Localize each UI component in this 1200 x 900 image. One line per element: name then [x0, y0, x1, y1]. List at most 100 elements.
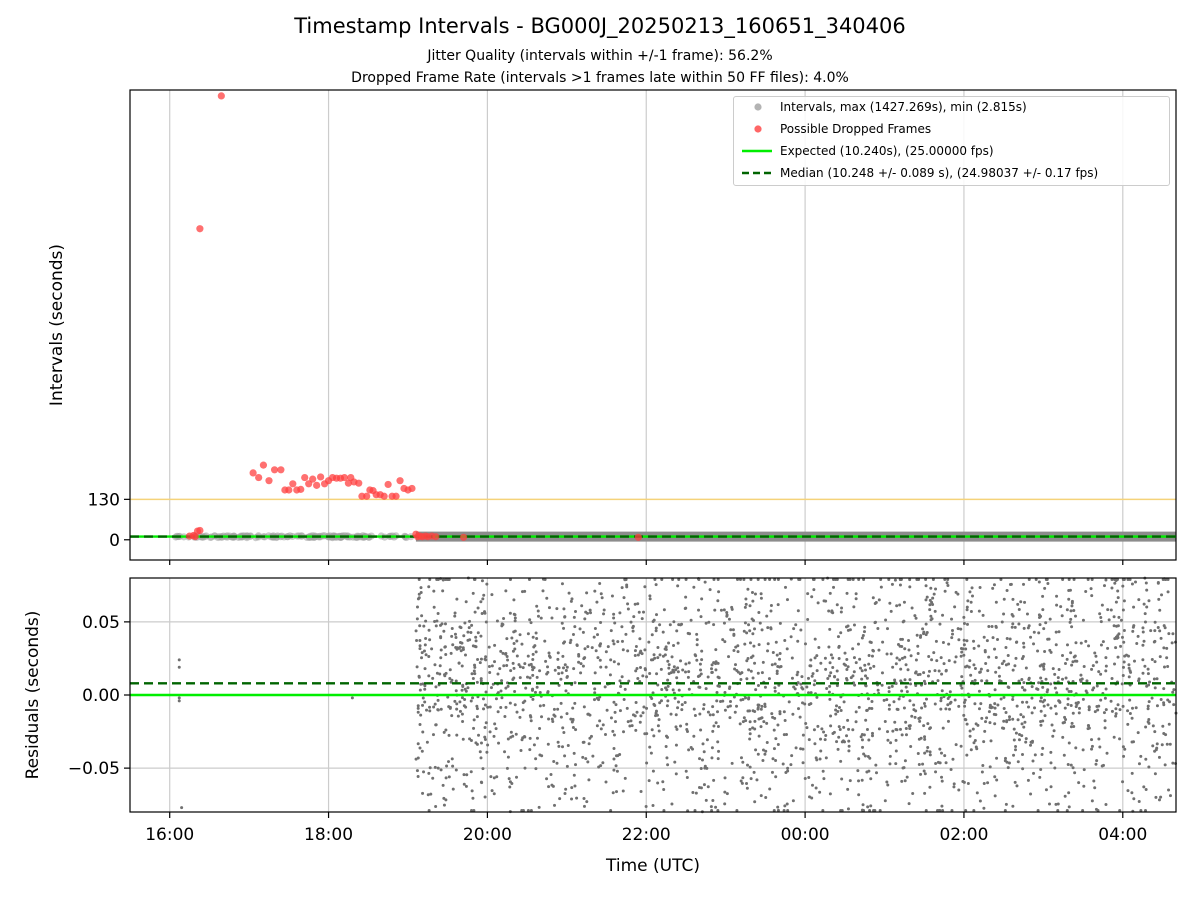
residual-point	[1159, 636, 1163, 640]
residual-point	[633, 602, 637, 606]
residual-point	[773, 577, 777, 581]
residual-point	[526, 675, 530, 679]
residual-point	[783, 639, 787, 643]
residual-point	[604, 665, 608, 669]
residual-point	[1116, 655, 1120, 659]
residual-point	[979, 702, 983, 706]
residual-point	[820, 727, 824, 731]
residual-point	[1024, 737, 1028, 741]
residual-point	[698, 662, 702, 666]
residual-point	[786, 809, 790, 813]
residual-point	[439, 656, 443, 660]
residual-point	[769, 627, 773, 631]
residual-point	[748, 727, 752, 731]
residual-point	[970, 594, 974, 598]
residual-point	[776, 665, 780, 669]
residual-point	[560, 582, 564, 586]
residual-point	[934, 639, 938, 643]
residual-point	[814, 786, 818, 790]
residual-point	[1013, 780, 1017, 784]
residual-point	[518, 715, 522, 719]
residual-point	[1066, 702, 1070, 706]
residual-point	[626, 602, 630, 606]
residual-point	[1067, 690, 1071, 694]
residual-point	[643, 668, 647, 672]
residual-point	[1061, 735, 1065, 739]
residual-point	[919, 634, 923, 638]
residual-point	[417, 592, 421, 596]
residual-point	[556, 651, 560, 655]
residual-point	[492, 792, 496, 796]
residual-point	[994, 713, 998, 717]
residual-point	[448, 677, 452, 681]
residual-point	[840, 777, 844, 781]
residual-point	[1067, 791, 1071, 795]
residual-point	[1166, 577, 1170, 581]
residual-point	[966, 599, 970, 603]
residual-point	[422, 624, 426, 628]
residual-point	[495, 775, 499, 779]
residual-point	[665, 704, 669, 708]
residual-point	[1053, 704, 1057, 708]
residual-point	[837, 644, 841, 648]
residual-point	[746, 657, 750, 661]
residual-point	[416, 710, 420, 714]
residual-point	[421, 696, 425, 700]
residual-point	[1005, 637, 1009, 641]
residual-point	[868, 666, 872, 670]
residual-point	[669, 671, 673, 675]
residual-point	[830, 609, 834, 613]
residual-point	[836, 678, 840, 682]
residual-point	[456, 714, 460, 718]
residual-point	[443, 622, 447, 626]
residual-point	[991, 586, 995, 590]
residual-point	[695, 643, 699, 647]
residual-point	[699, 615, 703, 619]
residual-point	[538, 669, 542, 673]
residual-point	[745, 786, 749, 790]
residual-point	[1007, 662, 1011, 666]
residual-point	[930, 600, 934, 604]
residual-point	[609, 629, 613, 633]
residual-point	[785, 732, 789, 736]
legend-item-intervals: Intervals, max (1427.269s), min (2.815s)	[734, 97, 1169, 119]
residual-point	[1160, 593, 1164, 597]
residual-point	[760, 716, 764, 720]
residual-point	[441, 589, 445, 593]
residual-point	[910, 714, 914, 718]
residual-point	[898, 644, 902, 648]
residual-point	[1147, 717, 1151, 721]
residual-point	[1127, 663, 1131, 667]
residual-point	[424, 636, 428, 640]
residual-point	[1012, 738, 1016, 742]
residual-point	[822, 599, 826, 603]
residual-point	[521, 701, 525, 705]
residual-point	[1013, 625, 1017, 629]
residual-point	[650, 728, 654, 732]
residual-point	[464, 705, 468, 709]
residual-point	[860, 738, 864, 742]
residual-point	[982, 635, 986, 639]
residual-point	[1002, 612, 1006, 616]
residual-point	[1146, 707, 1150, 711]
residual-point	[475, 704, 479, 708]
residual-point	[963, 698, 967, 702]
residual-point	[634, 644, 638, 648]
residual-point	[1100, 764, 1104, 768]
residual-point	[773, 716, 777, 720]
residual-point	[470, 623, 474, 627]
residual-point	[753, 727, 757, 731]
residual-point	[904, 663, 908, 667]
residual-point	[1137, 677, 1141, 681]
residual-point	[916, 751, 920, 755]
residual-point	[844, 625, 848, 629]
residual-point	[490, 593, 494, 597]
residual-point	[975, 791, 979, 795]
residual-point	[463, 697, 467, 701]
residual-point	[879, 585, 883, 589]
residual-point	[723, 802, 727, 806]
residual-point	[521, 666, 525, 670]
residual-point	[546, 690, 550, 694]
residual-point	[1027, 577, 1031, 581]
residual-point	[436, 698, 440, 702]
